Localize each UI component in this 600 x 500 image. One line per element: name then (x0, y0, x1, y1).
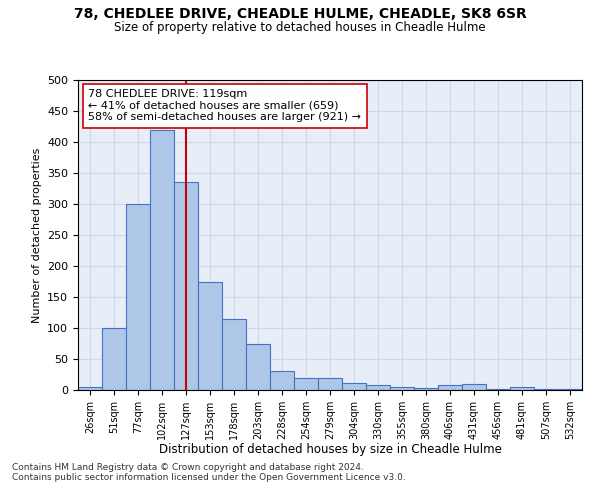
Bar (462, 384, 486, 390)
Text: Contains public sector information licensed under the Open Government Licence v3: Contains public sector information licen… (12, 472, 406, 482)
Text: Size of property relative to detached houses in Cheadle Hulme: Size of property relative to detached ho… (114, 21, 486, 34)
Bar (534, 389, 558, 390)
Bar (366, 385, 390, 390)
Bar (438, 385, 462, 390)
Bar (78, 387, 102, 390)
Bar (294, 378, 318, 390)
Y-axis label: Number of detached properties: Number of detached properties (32, 148, 41, 322)
Bar (270, 372, 294, 390)
Bar (486, 389, 510, 390)
Bar (198, 282, 222, 390)
Text: 78, CHEDLEE DRIVE, CHEADLE HULME, CHEADLE, SK8 6SR: 78, CHEDLEE DRIVE, CHEADLE HULME, CHEADL… (74, 8, 526, 22)
Bar (342, 382, 366, 390)
Bar (414, 388, 438, 390)
Bar (150, 130, 174, 390)
Bar (222, 318, 246, 390)
Text: Contains HM Land Registry data © Crown copyright and database right 2024.: Contains HM Land Registry data © Crown c… (12, 462, 364, 471)
Bar (318, 378, 342, 390)
Bar (390, 387, 414, 390)
Bar (246, 344, 270, 390)
Bar (102, 328, 126, 390)
Text: 78 CHEDLEE DRIVE: 119sqm
← 41% of detached houses are smaller (659)
58% of semi-: 78 CHEDLEE DRIVE: 119sqm ← 41% of detach… (88, 90, 361, 122)
Bar (174, 182, 198, 390)
Text: Distribution of detached houses by size in Cheadle Hulme: Distribution of detached houses by size … (158, 442, 502, 456)
Bar (126, 204, 150, 390)
Bar (510, 387, 534, 390)
